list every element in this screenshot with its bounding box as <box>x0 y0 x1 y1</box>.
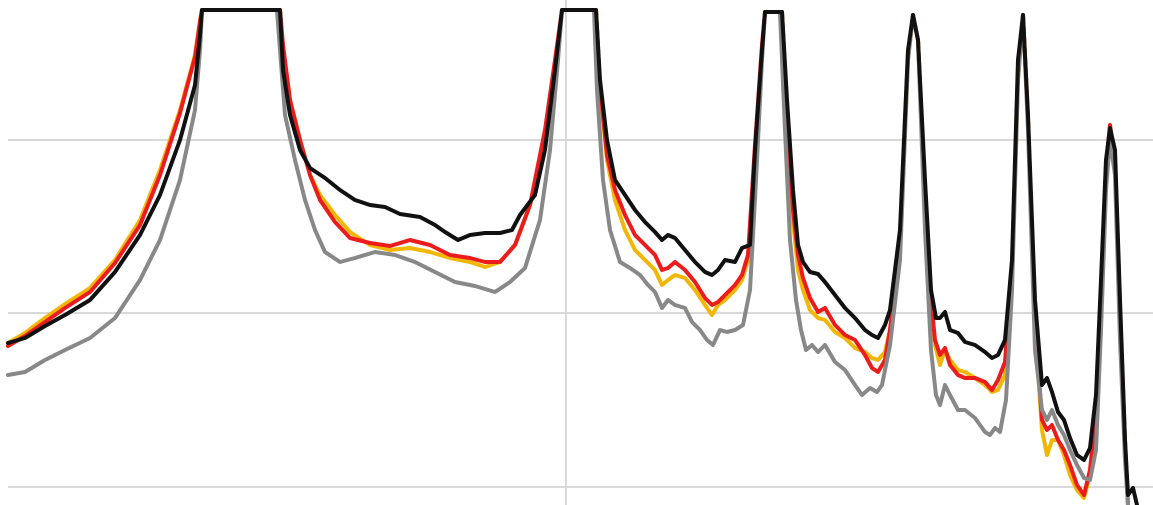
series-lines <box>6 8 1139 505</box>
series-line-0 <box>6 8 1130 505</box>
series-line-2 <box>6 8 1130 505</box>
series-line-1 <box>6 8 1130 505</box>
series-line-3 <box>6 8 1139 505</box>
gridlines <box>8 0 1153 505</box>
